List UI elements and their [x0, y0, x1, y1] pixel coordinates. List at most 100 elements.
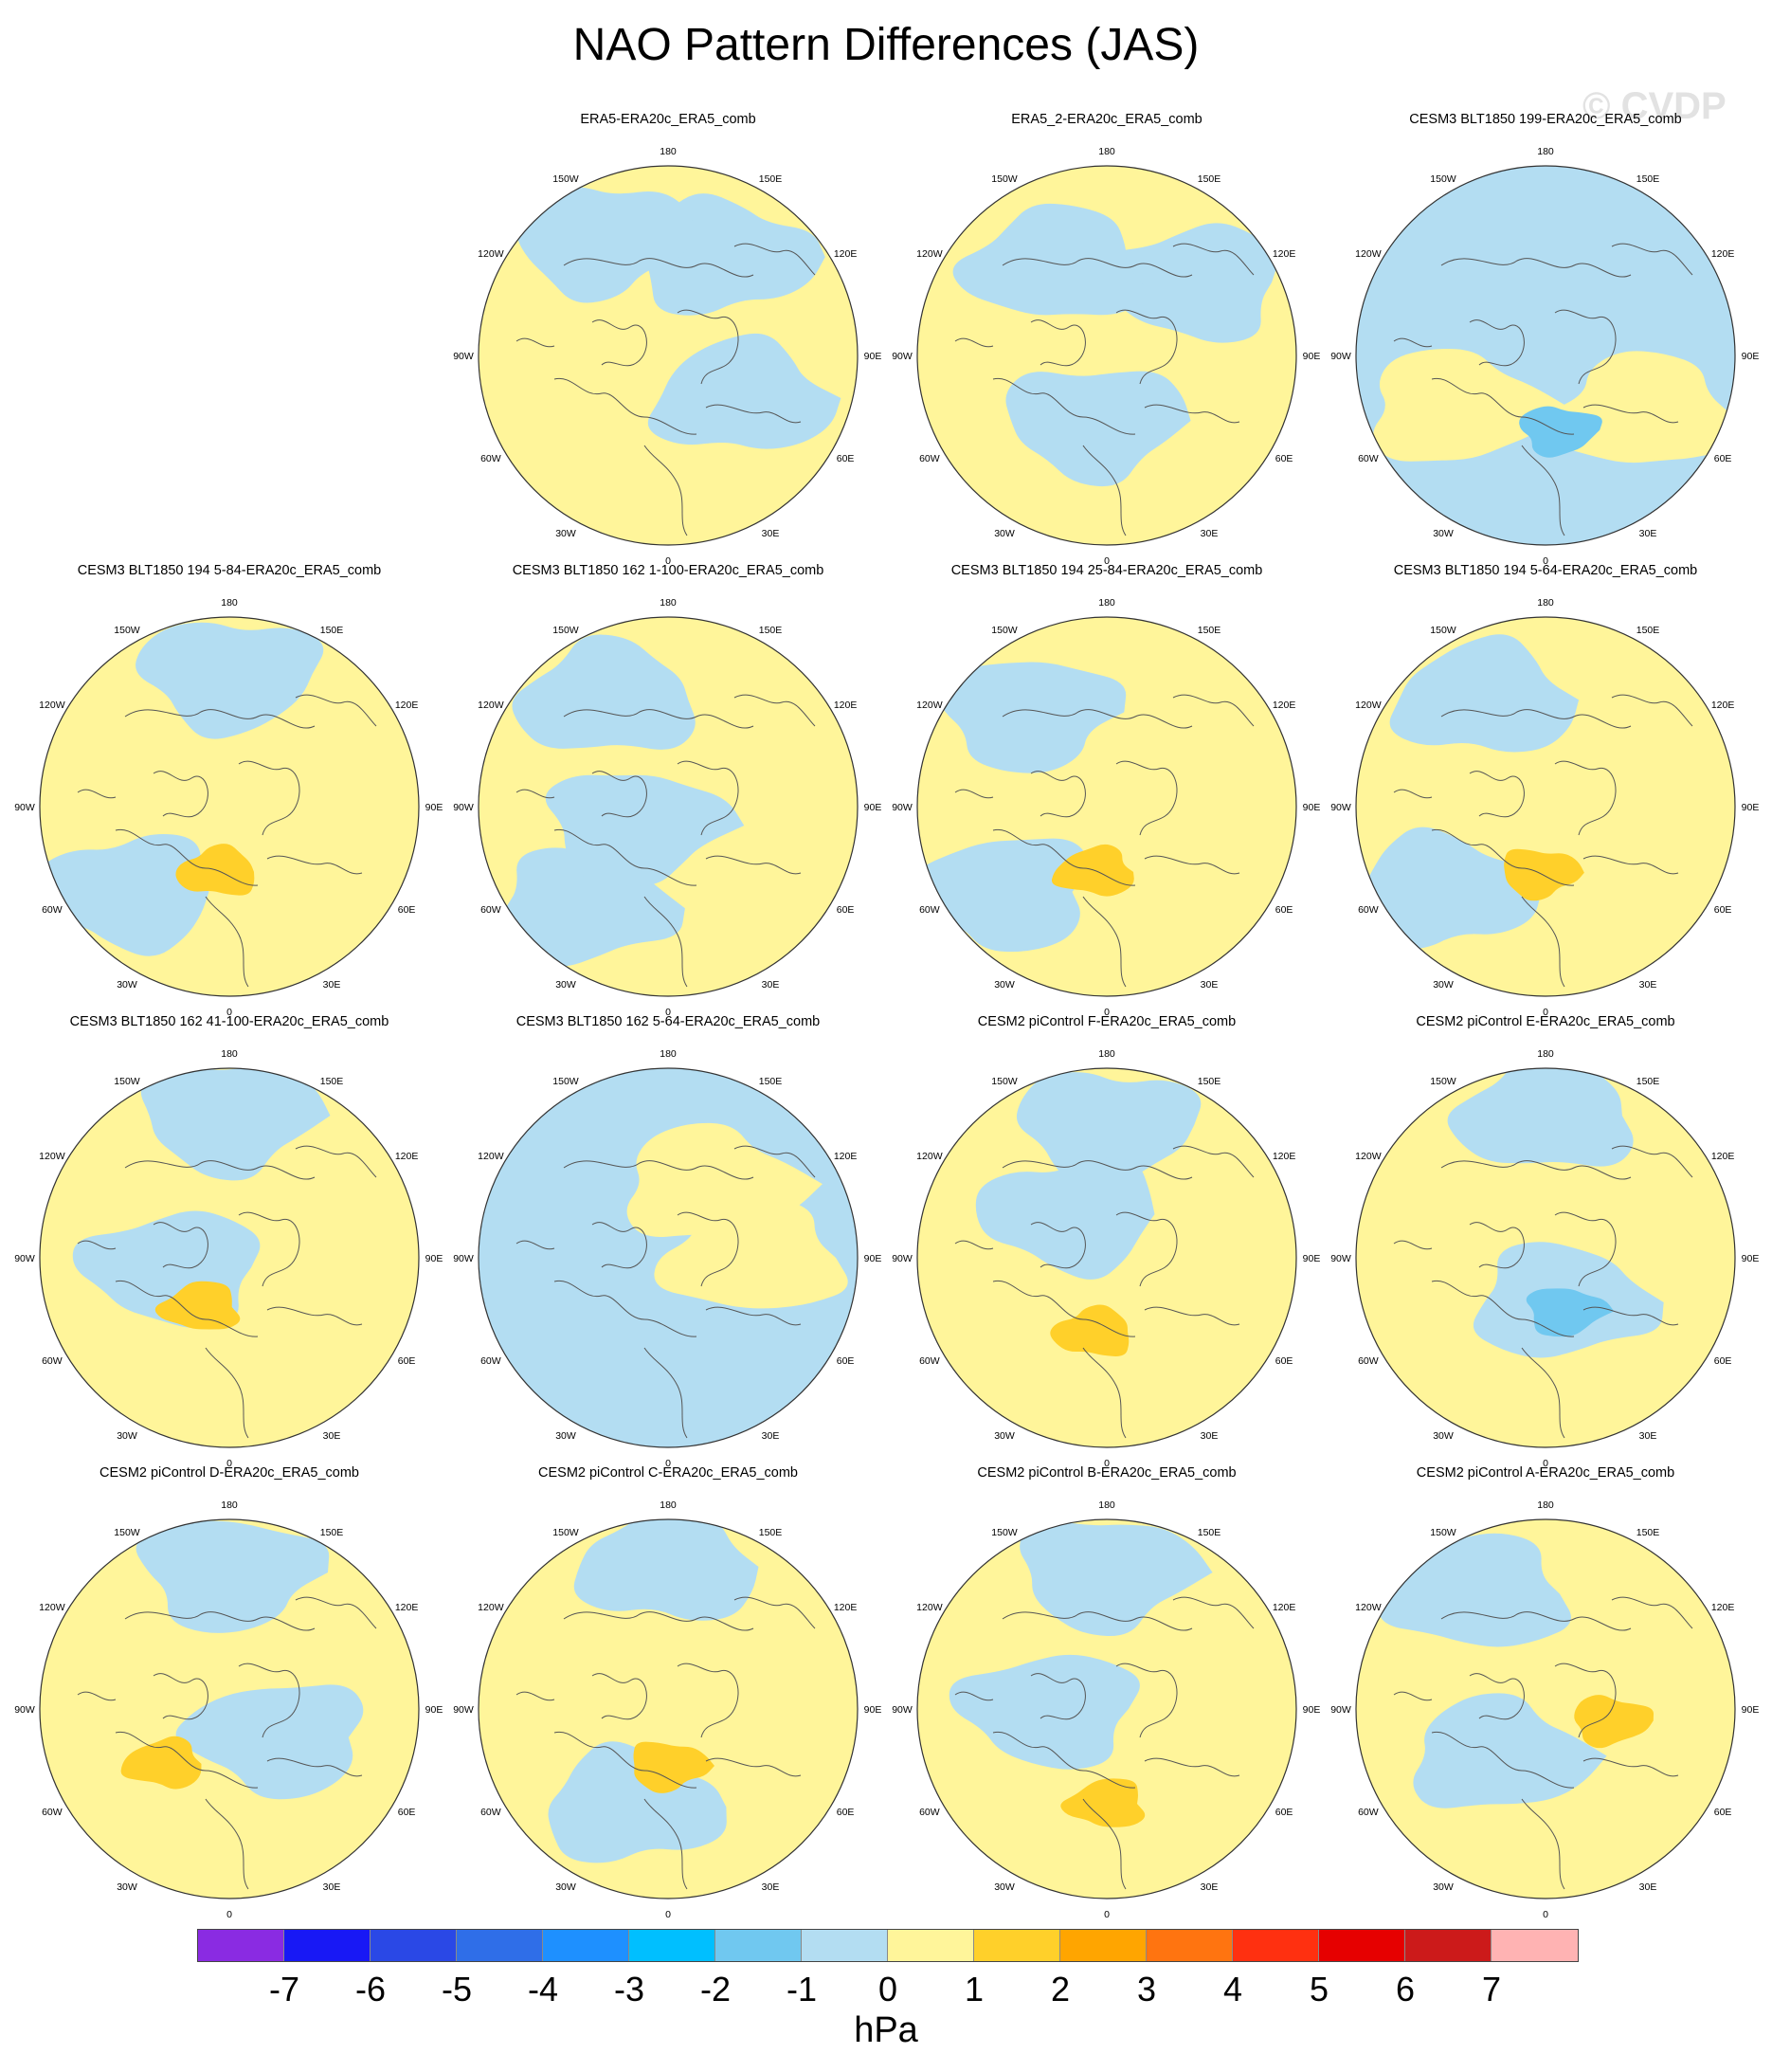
colorbar	[197, 1929, 1579, 1962]
map-panel: ERA5_2-ERA20c_ERA5_comb 180 150E 120E 90E 60E…	[889, 112, 1325, 567]
coastline	[1521, 1347, 1565, 1439]
anomaly-region	[931, 662, 1127, 773]
map-field	[40, 1068, 419, 1447]
longitude-label: 150E	[759, 1527, 783, 1538]
coastline	[1002, 1160, 1193, 1180]
anomaly-region	[975, 1157, 1155, 1280]
map-panel: CESM2 piControl E-ERA20c_ERA5_comb 180 150…	[1328, 1014, 1763, 1469]
longitude-label: 120W	[478, 700, 504, 711]
longitude-label: 30E	[762, 528, 780, 539]
longitude-label: 30E	[1201, 1881, 1219, 1893]
longitude-label: 120E	[1711, 1151, 1735, 1162]
colorbar-tick-label: -7	[268, 1970, 299, 2008]
longitude-label: 90E	[864, 1704, 882, 1716]
longitude-label: 90W	[453, 351, 474, 362]
longitude-label: 60W	[42, 904, 63, 916]
colorbar-box	[284, 1930, 371, 1961]
coastline	[643, 445, 688, 536]
anomaly-region	[1050, 1304, 1130, 1356]
map-border	[478, 616, 859, 997]
map-field	[479, 166, 858, 545]
coastline	[1002, 1611, 1193, 1631]
longitude-label: 180	[1537, 1499, 1554, 1511]
colorbar-box	[1319, 1930, 1405, 1961]
panel-title: CESM2 piControl C-ERA20c_ERA5_comb	[538, 1465, 798, 1481]
colorbar-units: hPa	[854, 2010, 918, 2050]
panel-title: ERA5-ERA20c_ERA5_comb	[580, 112, 756, 127]
longitude-label: 120W	[39, 1602, 65, 1613]
coastline	[1172, 694, 1255, 727]
longitude-label: 180	[221, 1048, 238, 1060]
coastline	[205, 1347, 249, 1439]
colorbar-box	[1405, 1930, 1492, 1961]
longitude-label: 150E	[320, 625, 344, 636]
polar-map: 180 150E 120E 90E 60E 30E 0 30W 60W 90W 120W 150W	[1330, 597, 1759, 1018]
polar-map: 180 150E 120E 90E 60E 30E 0 30W 60W 90W 120W 150W	[14, 1048, 443, 1469]
longitude-label: 90E	[864, 351, 882, 362]
longitude-label: 30W	[117, 1881, 137, 1893]
panel-title: CESM3 BLT1850 199-ERA20c_ERA5_comb	[1409, 112, 1682, 127]
polar-map: 180 150E 120E 90E 60E 30E 0 30W 60W 90W 120W 150W	[453, 1048, 881, 1469]
coastline	[1115, 1663, 1178, 1738]
coastline	[1469, 319, 1525, 367]
coastline	[954, 337, 994, 348]
longitude-label: 60W	[919, 904, 940, 916]
anomaly-region	[1373, 349, 1570, 462]
coastline	[1144, 855, 1240, 875]
longitude-label: 0	[226, 1007, 232, 1018]
coastline	[205, 1798, 249, 1890]
colorbar-tick-label: 3	[1136, 1970, 1157, 2008]
anomaly-region	[136, 622, 324, 739]
longitude-label: 150W	[991, 173, 1018, 185]
anomaly-region	[175, 1684, 364, 1800]
coastline	[124, 709, 316, 729]
longitude-label: 120E	[395, 700, 419, 711]
longitude-label: 150E	[759, 1076, 783, 1087]
longitude-label: 150E	[1198, 1076, 1221, 1087]
longitude-label: 60W	[1358, 1355, 1379, 1367]
longitude-label: 60E	[1714, 1807, 1732, 1818]
longitude-label: 120W	[916, 700, 943, 711]
longitude-label: 150W	[991, 625, 1018, 636]
coastline	[153, 1222, 208, 1269]
map-border	[1355, 616, 1736, 997]
longitude-label: 90W	[892, 802, 913, 813]
polar-map: 180 150E 120E 90E 60E 30E 0 30W 60W 90W 120W 150W	[1330, 1048, 1759, 1469]
colorbar-tick-label: 0	[877, 1970, 898, 2008]
longitude-label: 60W	[480, 1355, 501, 1367]
longitude-label: 30E	[323, 1430, 341, 1442]
longitude-label: 0	[1104, 555, 1110, 567]
longitude-label: 150E	[1636, 1076, 1660, 1087]
coastline	[553, 377, 697, 435]
map-border	[1355, 165, 1736, 546]
coastline	[238, 1663, 300, 1738]
longitude-label: 30E	[323, 979, 341, 991]
coastline	[992, 1731, 1136, 1789]
coastline	[1115, 309, 1178, 385]
coastline	[1082, 445, 1127, 536]
coastline	[295, 1596, 377, 1629]
coastline	[266, 1306, 363, 1326]
coastline	[1393, 1240, 1433, 1250]
map-panel: ERA5-ERA20c_ERA5_comb 180 150E 120E 90E 60E 30…	[450, 112, 886, 567]
map-field	[1356, 1519, 1735, 1899]
colorbar-tick-label: 2	[1050, 1970, 1071, 2008]
coastline	[295, 694, 377, 727]
anomaly-region	[626, 1122, 823, 1238]
longitude-label: 120E	[1273, 1151, 1296, 1162]
longitude-label: 0	[665, 555, 671, 567]
longitude-label: 30W	[994, 979, 1015, 991]
coastline	[1002, 258, 1193, 278]
coastline	[992, 1280, 1136, 1337]
map-panel: CESM3 BLT1850 194 5-64-ERA20c_ERA5_comb 1…	[1328, 563, 1763, 1018]
anomaly-region	[1060, 1778, 1146, 1827]
longitude-label: 60E	[1275, 1355, 1293, 1367]
map-panel: CESM3 BLT1850 162 1-100-ERA20c_ERA5_comb…	[450, 563, 886, 1018]
colorbar-box	[715, 1930, 802, 1961]
longitude-label: 120E	[834, 700, 858, 711]
longitude-label: 90W	[892, 351, 913, 362]
longitude-label: 30W	[1433, 1881, 1454, 1893]
coastline	[553, 1280, 697, 1337]
map-panel: CESM3 BLT1850 162 41-100-ERA20c_ERA5_com…	[11, 1014, 447, 1469]
longitude-label: 120E	[1711, 248, 1735, 260]
